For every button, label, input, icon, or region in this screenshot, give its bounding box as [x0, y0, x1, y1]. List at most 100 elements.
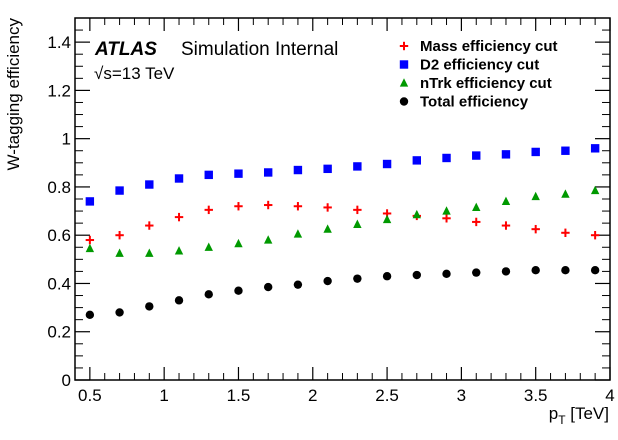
x-axis-title: pT [TeV] — [549, 404, 609, 427]
cross-data-point — [85, 235, 95, 245]
square-data-point — [531, 147, 540, 157]
triangle-data-point — [412, 209, 422, 219]
triangle-data-point — [561, 189, 570, 198]
legend-marker-square — [399, 60, 409, 69]
x-axis-title-unit: [TeV] — [566, 404, 609, 423]
circle-data-point — [174, 296, 184, 305]
circle-data-point — [145, 302, 154, 311]
triangle-data-point — [442, 206, 451, 215]
square-data-point — [442, 153, 451, 163]
circle-data-point — [472, 268, 481, 277]
x-tick-label: 0.5 — [78, 386, 102, 405]
legend-label: nTrk efficiency cut — [420, 75, 552, 92]
legend-label: D2 efficiency cut — [420, 57, 539, 74]
square-data-point — [501, 150, 511, 159]
cross-data-point — [561, 228, 570, 237]
triangle-data-point — [145, 248, 154, 257]
legend-marker-circle — [399, 97, 409, 106]
triangle-data-point — [85, 243, 95, 253]
circle-data-point — [590, 265, 600, 275]
cross-data-point — [442, 214, 451, 223]
cross-data-point — [204, 205, 213, 215]
triangle-data-point — [353, 219, 362, 228]
series-square — [85, 144, 600, 206]
cross-data-point — [263, 200, 273, 210]
square-data-point — [85, 197, 95, 206]
square-data-point — [353, 162, 362, 171]
y-tick-label: 0.6 — [47, 226, 71, 245]
cross-data-point — [293, 202, 303, 211]
data-points — [85, 144, 600, 320]
y-axis-title: W-tagging efficiency — [4, 18, 23, 171]
legend-marker-triangle — [399, 78, 409, 87]
x-tick-label: 4 — [605, 386, 614, 405]
triangle-data-point — [293, 229, 303, 238]
legend-marker-cross — [399, 41, 409, 51]
square-data-point — [472, 151, 481, 160]
square-data-point — [293, 165, 303, 175]
triangle-data-point — [323, 224, 332, 233]
legend: Mass efficiency cut D2 efficiency cutnTrk… — [399, 38, 558, 111]
triangle-data-point — [263, 235, 273, 244]
circle-data-point — [561, 265, 570, 275]
experiment-label: ATLAS — [94, 39, 157, 60]
circle-data-point — [263, 282, 273, 292]
x-tick-label: 1.5 — [227, 386, 251, 405]
cross-data-point — [145, 221, 154, 230]
square-data-point — [263, 168, 273, 177]
triangle-data-point — [174, 246, 184, 255]
y-tick-label: 0 — [62, 371, 71, 390]
circle-data-point — [234, 286, 243, 295]
status-label: Simulation Internal — [181, 39, 338, 60]
circle-data-point — [85, 310, 95, 320]
circle-data-point — [531, 265, 540, 275]
cross-data-point — [353, 205, 362, 215]
triangle-data-point — [531, 191, 540, 201]
x-tick-label: 3.5 — [524, 386, 548, 405]
square-data-point — [204, 170, 213, 180]
triangle-data-point — [472, 202, 481, 212]
y-tick-label: 1.2 — [47, 81, 71, 100]
triangle-data-point — [501, 196, 511, 206]
axis-ticks — [74, 18, 611, 381]
cross-data-point — [115, 231, 124, 240]
circle-data-point — [382, 272, 392, 281]
triangle-data-point — [234, 238, 243, 248]
circle-data-point — [115, 308, 124, 317]
cross-data-point — [501, 221, 511, 230]
square-data-point — [145, 180, 154, 189]
square-data-point — [382, 159, 392, 169]
y-tick-label: 1 — [62, 130, 71, 149]
cross-data-point — [531, 224, 540, 234]
circle-data-point — [442, 269, 451, 279]
square-data-point — [115, 186, 124, 195]
square-data-point — [174, 174, 184, 183]
x-tick-label: 2.5 — [375, 386, 399, 405]
cross-data-point — [234, 202, 243, 211]
x-axis-title-subscript: T — [558, 413, 566, 427]
square-data-point — [323, 164, 332, 174]
axis-tick-labels: 0.5 1 1.5 2 2.5 3 3.5 4 0 0.2 0.4 0.6 0.8 1 1.2 1.4 — [47, 33, 614, 405]
circle-data-point — [501, 267, 511, 276]
x-tick-label: 2 — [308, 386, 317, 405]
cross-data-point — [472, 217, 481, 227]
y-tick-label: 1.4 — [47, 33, 71, 52]
cross-data-point — [174, 212, 184, 222]
square-data-point — [590, 144, 600, 153]
circle-data-point — [412, 270, 422, 280]
x-tick-label: 1 — [159, 386, 168, 405]
circle-data-point — [293, 280, 303, 289]
cross-data-point — [590, 231, 600, 240]
square-data-point — [561, 146, 570, 155]
triangle-data-point — [204, 242, 213, 251]
circle-data-point — [323, 276, 332, 286]
series-triangle — [85, 185, 600, 257]
y-tick-label: 0.8 — [47, 178, 71, 197]
series-cross — [85, 200, 600, 245]
triangle-data-point — [115, 248, 124, 257]
circle-data-point — [353, 274, 362, 283]
circle-data-point — [204, 290, 213, 299]
y-tick-label: 0.4 — [47, 274, 71, 293]
legend-label: Mass efficiency cut — [420, 38, 558, 55]
